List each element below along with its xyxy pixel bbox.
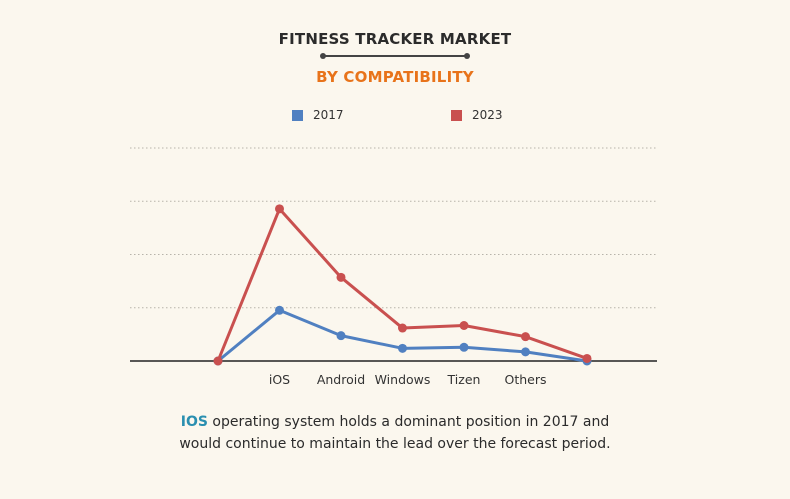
legend-item-2017: 2017 — [292, 107, 344, 123]
series-line-2023 — [216, 207, 589, 363]
x-tick-label: Others — [504, 372, 546, 387]
legend-label-2017: 2017 — [313, 108, 344, 122]
divider-dot-right — [464, 52, 470, 59]
caption-highlight: IOS — [180, 414, 208, 430]
caption-line2: would continue to maintain the lead over… — [179, 436, 611, 452]
caption-line1: operating system holds a dominant positi… — [207, 414, 610, 430]
data-point-2023 — [336, 272, 346, 282]
series-line-2017 — [216, 308, 589, 363]
data-point-2023 — [398, 323, 407, 333]
title-divider — [320, 52, 470, 59]
data-point-2017 — [398, 343, 407, 353]
data-point-2023 — [582, 353, 592, 363]
legend-item-2023: 2023 — [451, 107, 503, 123]
chart-title: FITNESS TRACKER MARKET — [278, 30, 512, 48]
x-tick-label: Windows — [375, 372, 431, 387]
data-point-2017 — [459, 342, 469, 352]
data-point-2017 — [336, 331, 346, 341]
data-point-2023 — [213, 356, 223, 366]
chart-subtitle: BY COMPATIBILITY — [316, 68, 474, 86]
chart-caption: IOS operating system holds a dominant po… — [0, 411, 790, 455]
x-tick-label: Tizen — [447, 372, 481, 387]
data-point-2017 — [275, 305, 284, 315]
legend-swatch-2023 — [451, 109, 462, 121]
x-tick-label: Android — [317, 372, 365, 387]
data-point-2023 — [459, 321, 469, 330]
divider-dot-left — [320, 52, 326, 59]
data-point-2023 — [275, 204, 284, 214]
legend-swatch-2017 — [292, 109, 303, 121]
data-point-2023 — [521, 332, 530, 342]
data-point-2017 — [521, 347, 530, 357]
x-tick-label: iOS — [269, 372, 290, 387]
legend-label-2023: 2023 — [472, 108, 503, 122]
